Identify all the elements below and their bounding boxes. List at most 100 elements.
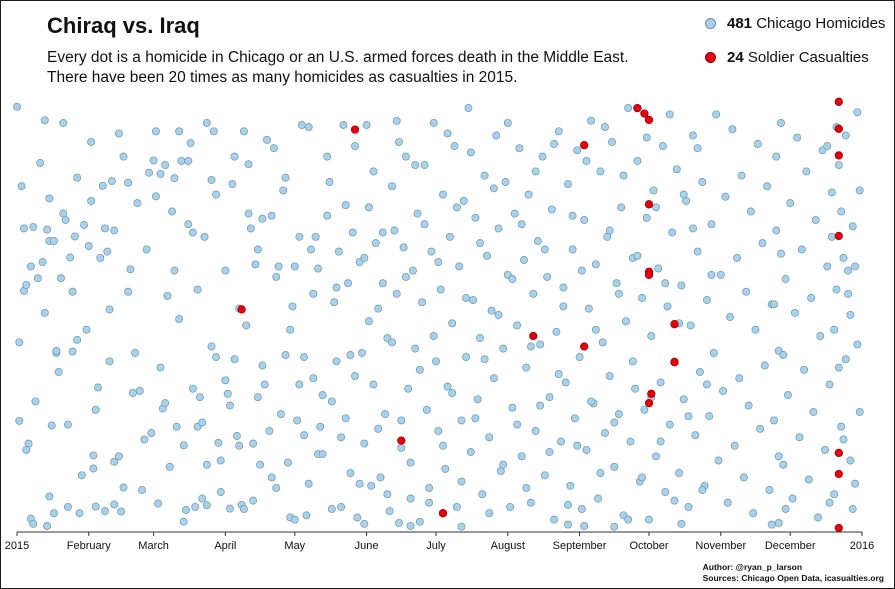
casualty-dot: [834, 448, 843, 458]
homicide-dot: [737, 171, 746, 180]
homicide-dot: [57, 274, 65, 283]
homicide-dot: [564, 520, 572, 529]
homicide-dot: [462, 353, 471, 362]
homicide-dot: [212, 353, 221, 362]
homicide-dot: [360, 439, 369, 448]
homicide-dot: [408, 266, 417, 275]
homicide-dot: [689, 224, 697, 233]
homicide-dot: [707, 220, 716, 229]
homicide-dot: [582, 156, 591, 165]
x-tick-label: April: [214, 540, 236, 552]
x-axis-ticks: 2015 February March April May June July August S…: [5, 532, 874, 552]
homicide-dot: [624, 104, 633, 113]
homicide-dot: [272, 483, 281, 492]
homicide-dot: [307, 245, 315, 254]
homicide-dot: [119, 483, 128, 492]
homicide-dot: [844, 289, 853, 298]
casualty-dot: [438, 509, 448, 518]
homicide-dot: [378, 228, 387, 237]
homicide-dot: [214, 438, 223, 447]
homicide-dot: [297, 121, 306, 129]
homicide-dot: [675, 469, 684, 478]
homicide-dot: [827, 232, 836, 241]
homicide-dot: [411, 344, 420, 353]
homicide-dot: [73, 335, 82, 344]
homicide-dot: [531, 426, 540, 435]
homicide-dot: [230, 355, 239, 364]
homicide-dot: [31, 397, 40, 406]
homicide-dot: [381, 410, 390, 419]
homicide-dot: [804, 475, 813, 484]
homicide-dot: [508, 275, 517, 283]
homicide-dot: [226, 401, 234, 410]
casualty-dot: [670, 358, 679, 367]
homicide-dot: [207, 342, 216, 351]
homicide-dot: [131, 348, 140, 357]
homicide-dot: [84, 242, 93, 251]
homicide-dot: [103, 247, 112, 256]
homicide-dot: [746, 207, 755, 216]
homicide-dot: [295, 232, 304, 241]
homicide-dot: [54, 367, 63, 376]
homicide-dot: [267, 211, 276, 220]
homicide-dot: [325, 178, 334, 186]
homicide-dot: [779, 460, 788, 469]
homicide-dot: [448, 319, 457, 328]
homicide-dot: [29, 519, 38, 528]
homicide-dot: [43, 225, 52, 234]
homicide-dot: [15, 416, 24, 425]
homicide-dot: [834, 161, 843, 170]
homicide-dot: [577, 266, 586, 275]
homicide-dot: [388, 338, 396, 347]
homicide-dot: [733, 253, 741, 262]
homicide-dot: [526, 342, 535, 351]
casualty-dot: [644, 200, 654, 209]
homicide-dot: [45, 194, 54, 203]
homicide-dot: [693, 247, 702, 256]
homicide-dot: [628, 357, 637, 366]
homicide-dot: [619, 171, 628, 180]
homicide-dot: [457, 522, 466, 531]
homicide-dot: [355, 479, 364, 488]
homicide-dot: [47, 421, 56, 430]
homicide-dot: [471, 213, 480, 222]
homicide-dot: [485, 433, 494, 442]
homicide-dot: [401, 272, 410, 281]
homicide-dot: [712, 110, 721, 119]
x-tick-label: July: [426, 540, 446, 552]
homicide-dot: [767, 520, 776, 529]
homicide-dot: [151, 127, 160, 136]
homicide-dot: [258, 361, 267, 370]
homicide-dot: [568, 211, 577, 220]
homicide-dot: [631, 384, 640, 393]
homicide-dot: [283, 458, 292, 467]
homicide-dot: [654, 264, 663, 273]
homicide-dot: [677, 281, 686, 290]
homicide-dot: [441, 464, 450, 473]
homicide-dot: [691, 431, 700, 440]
homicide-dot: [239, 505, 248, 513]
homicide-dot: [330, 298, 339, 307]
homicide-dot: [411, 161, 420, 170]
homicide-dot: [161, 399, 170, 408]
homicide-dot: [242, 321, 251, 330]
homicide-dot: [221, 266, 230, 275]
homicide-dot: [839, 253, 848, 262]
homicide-dot: [684, 502, 693, 511]
homicide-dot-icon: [705, 18, 716, 29]
homicide-dot: [332, 357, 341, 366]
chart-subtitle-line-2: There have been 20 times as many homicid…: [47, 69, 518, 86]
casualty-dot: [580, 141, 589, 150]
homicide-dot: [443, 382, 452, 391]
homicide-dot: [591, 325, 600, 334]
homicide-dot: [432, 357, 440, 366]
homicide-dot: [80, 221, 89, 229]
homicide-dot: [459, 196, 468, 205]
legend-count-casualties: 24: [727, 49, 744, 66]
homicide-dot: [420, 161, 429, 170]
homicide-dot: [89, 451, 98, 460]
homicide-dot: [265, 426, 274, 435]
homicide-dot: [413, 209, 422, 218]
